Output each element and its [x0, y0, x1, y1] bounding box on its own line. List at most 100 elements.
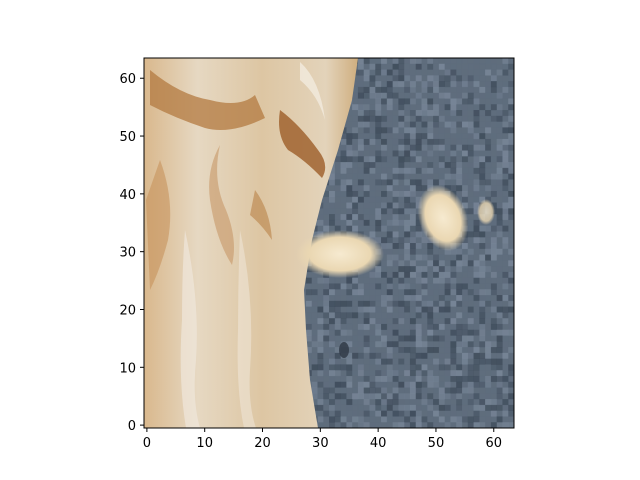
stone-pixel: [329, 393, 336, 400]
stone-pixel: [427, 300, 434, 307]
stone-pixel: [479, 295, 486, 302]
stone-pixel: [485, 381, 492, 388]
stone-pixel: [461, 179, 469, 186]
stone-pixel: [490, 312, 497, 319]
stone-pixel: [467, 138, 474, 146]
stone-pixel: [461, 335, 469, 342]
stone-pixel: [490, 58, 497, 65]
stone-pixel: [352, 104, 359, 111]
stone-pixel: [479, 306, 486, 313]
stone-pixel: [467, 341, 474, 348]
stone-pixel: [467, 422, 474, 428]
stone-pixel: [456, 185, 463, 192]
stone-pixel: [415, 260, 422, 267]
stone-pixel: [467, 214, 474, 221]
stone-pixel: [456, 58, 463, 65]
stone-pixel: [357, 150, 364, 157]
fabric-highlight: [180, 230, 200, 428]
stone-pixel: [450, 104, 457, 111]
stone-pixel: [363, 133, 370, 140]
stone-pixel: [352, 150, 359, 157]
stone-pixel: [323, 202, 330, 209]
stone-pixel: [352, 410, 359, 417]
stone-pixel: [450, 248, 457, 255]
stone-pixel: [334, 393, 341, 400]
stone-pixel: [352, 81, 359, 88]
stone-pixel: [433, 364, 440, 371]
stone-pixel: [340, 370, 347, 377]
stone-pixel: [357, 393, 364, 400]
stone-pixel: [398, 162, 405, 169]
y-tick-label: 50: [119, 130, 136, 145]
stone-pixel: [317, 416, 324, 423]
stone-pixel: [381, 185, 388, 192]
stone-pixel: [392, 173, 399, 180]
stone-pixel: [398, 393, 405, 400]
stone-pixel: [352, 370, 359, 377]
stone-pixel: [323, 352, 330, 359]
stone-pixel: [404, 121, 411, 128]
stone-pixel: [433, 156, 440, 163]
stone-pixel: [386, 138, 393, 146]
stone-pixel: [398, 295, 405, 302]
stone-pixel: [404, 63, 411, 70]
stone-pixel: [317, 393, 324, 400]
stone-pixel: [340, 335, 347, 342]
stone-pixel: [473, 237, 480, 244]
stone-pixel: [473, 404, 480, 411]
stone-pixel: [357, 329, 364, 336]
stone-pixel: [438, 341, 445, 348]
stone-pixel: [398, 416, 405, 423]
stone-pixel: [398, 266, 405, 273]
fabric-fold-shadow: [209, 145, 234, 265]
stone-pixel: [496, 364, 503, 371]
stone-pixel: [375, 162, 382, 169]
stone-pixel: [444, 104, 451, 111]
stone-pixel: [369, 393, 376, 400]
stone-pixel: [352, 306, 359, 313]
stone-pixel: [317, 277, 324, 284]
stone-pixel: [409, 335, 417, 342]
stone-pixel: [340, 219, 347, 226]
stone-pixel: [404, 214, 411, 221]
stone-pixel: [433, 422, 440, 428]
stone-pixel: [404, 341, 411, 348]
stone-pixel: [485, 266, 492, 273]
stone-pixel: [438, 399, 445, 406]
stone-pixel: [386, 243, 393, 250]
stone-pixel: [490, 283, 497, 290]
stone-pixel: [450, 422, 457, 428]
stone-pixel: [381, 329, 388, 336]
stone-pixel: [490, 271, 497, 278]
stone-pixel: [386, 306, 393, 313]
stone-pixel: [415, 190, 422, 198]
stone-pixel: [398, 243, 405, 250]
stone-pixel: [490, 364, 497, 371]
stone-pixel: [404, 196, 411, 203]
stone-pixel: [392, 69, 399, 76]
stone-pixel: [404, 86, 411, 93]
stone-pixel: [323, 208, 330, 215]
stone-pixel: [375, 104, 382, 111]
stone-pixel: [334, 352, 341, 359]
stone-pixel: [496, 358, 503, 365]
stone-pixel: [363, 202, 370, 209]
stone-pixel: [404, 208, 411, 215]
stone-pixel: [456, 306, 463, 313]
stone-pixel: [502, 254, 509, 261]
stone-pixel: [490, 387, 497, 394]
stone-pixel: [340, 323, 347, 331]
stone-pixel: [392, 75, 399, 82]
stone-pixel: [409, 387, 417, 394]
stone-pixel: [398, 196, 405, 203]
stone-pixel: [508, 248, 514, 255]
stone-pixel: [421, 179, 428, 186]
stone-pixel: [479, 289, 486, 296]
stone-pixel: [311, 364, 318, 371]
stone-pixel: [433, 271, 440, 278]
stone-pixel: [381, 225, 388, 232]
stone-pixel: [473, 179, 480, 186]
stone-pixel: [461, 248, 469, 255]
stone-pixel: [392, 115, 399, 122]
stone-pixel: [427, 162, 434, 169]
